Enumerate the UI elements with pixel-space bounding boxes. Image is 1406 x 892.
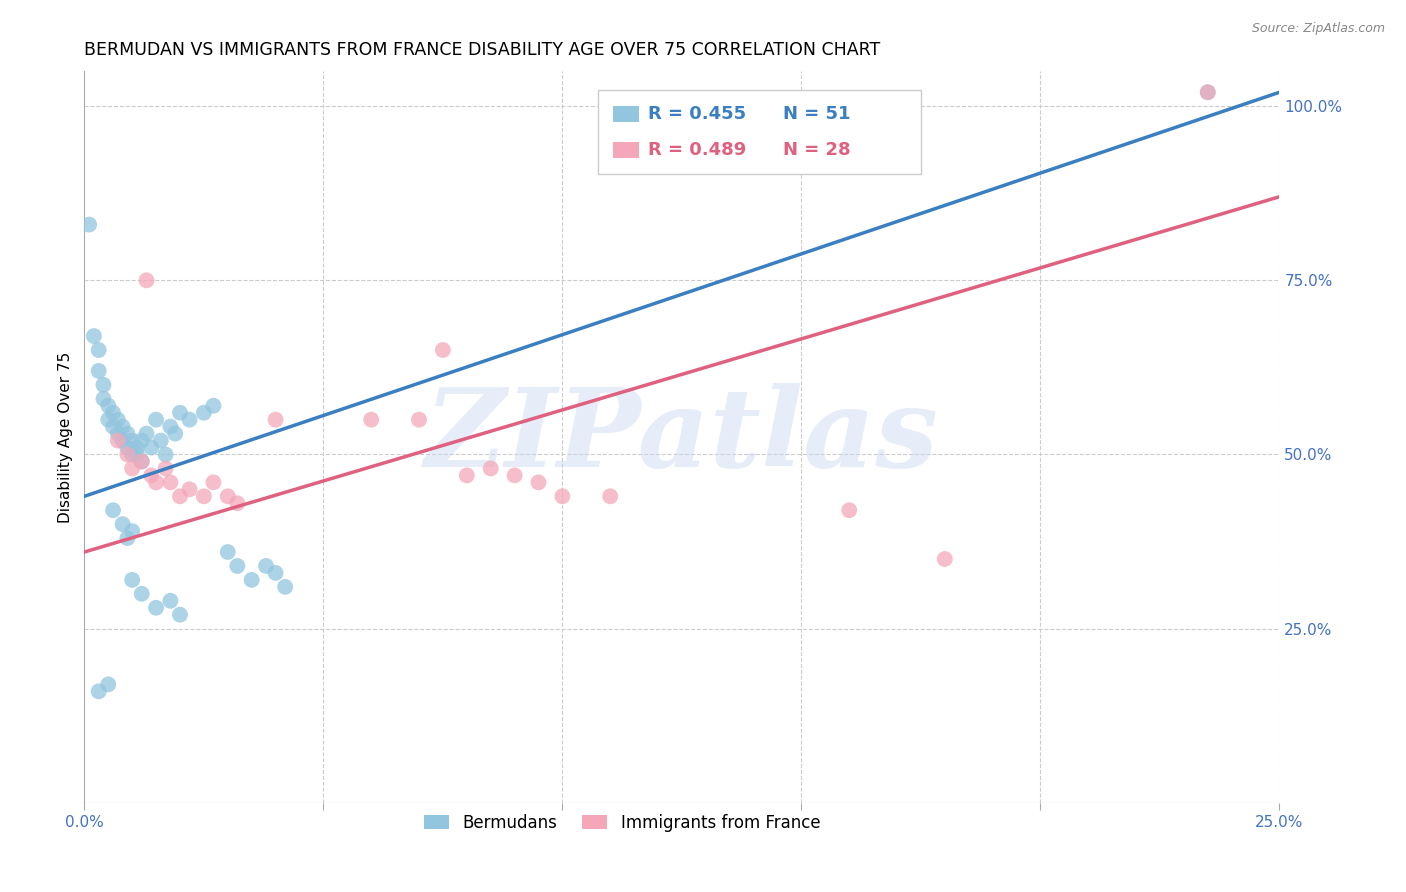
Point: [159, 475, 181, 490]
Point: [360, 412, 382, 426]
Point: [121, 461, 143, 475]
Point: [479, 461, 502, 475]
Point: [217, 545, 239, 559]
Point: [240, 573, 263, 587]
Point: [111, 434, 134, 448]
Text: ZIPatlas: ZIPatlas: [425, 384, 939, 491]
Point: [101, 406, 124, 420]
Point: [145, 412, 167, 426]
Point: [83, 329, 105, 343]
Point: [87, 343, 110, 357]
FancyBboxPatch shape: [599, 90, 921, 174]
Point: [456, 468, 478, 483]
Point: [111, 419, 134, 434]
Point: [131, 454, 153, 468]
Point: [202, 399, 225, 413]
Y-axis label: Disability Age Over 75: Disability Age Over 75: [58, 351, 73, 523]
Text: R = 0.489: R = 0.489: [648, 141, 747, 159]
Text: BERMUDAN VS IMMIGRANTS FROM FRANCE DISABILITY AGE OVER 75 CORRELATION CHART: BERMUDAN VS IMMIGRANTS FROM FRANCE DISAB…: [84, 41, 880, 59]
Point: [93, 377, 115, 392]
Point: [165, 426, 187, 441]
Bar: [613, 142, 638, 158]
Text: R = 0.455: R = 0.455: [648, 104, 747, 123]
Point: [117, 531, 139, 545]
Point: [408, 412, 430, 426]
Point: [432, 343, 454, 357]
Text: Source: ZipAtlas.com: Source: ZipAtlas.com: [1251, 22, 1385, 36]
Point: [97, 399, 120, 413]
Point: [202, 475, 225, 490]
Legend: Bermudans, Immigrants from France: Bermudans, Immigrants from France: [418, 807, 827, 838]
Point: [107, 434, 129, 448]
Point: [217, 489, 239, 503]
Point: [159, 419, 181, 434]
Point: [1197, 85, 1219, 99]
Point: [193, 406, 215, 420]
Point: [838, 503, 860, 517]
Point: [274, 580, 297, 594]
Point: [264, 566, 287, 580]
Bar: [613, 106, 638, 122]
Point: [141, 468, 163, 483]
Point: [121, 434, 143, 448]
Point: [117, 448, 139, 462]
Point: [111, 517, 134, 532]
Point: [145, 600, 167, 615]
Point: [77, 218, 100, 232]
Point: [169, 607, 191, 622]
Point: [264, 412, 287, 426]
Point: [107, 426, 129, 441]
Point: [101, 419, 124, 434]
Point: [159, 594, 181, 608]
Point: [121, 573, 143, 587]
Point: [145, 475, 167, 490]
Text: N = 28: N = 28: [783, 141, 851, 159]
Point: [193, 489, 215, 503]
Point: [527, 475, 550, 490]
Point: [117, 426, 139, 441]
Point: [87, 684, 110, 698]
Point: [1197, 85, 1219, 99]
Point: [135, 273, 157, 287]
Point: [93, 392, 115, 406]
Point: [934, 552, 956, 566]
Point: [121, 524, 143, 538]
Point: [131, 434, 153, 448]
Point: [107, 412, 129, 426]
Point: [503, 468, 526, 483]
Point: [121, 448, 143, 462]
Point: [179, 412, 201, 426]
Point: [179, 483, 201, 497]
Point: [169, 406, 191, 420]
Point: [97, 412, 120, 426]
Point: [101, 503, 124, 517]
Point: [155, 461, 177, 475]
Point: [97, 677, 120, 691]
Point: [254, 558, 277, 573]
Point: [141, 441, 163, 455]
Point: [131, 587, 153, 601]
Text: N = 51: N = 51: [783, 104, 851, 123]
Point: [135, 426, 157, 441]
Point: [226, 496, 249, 510]
Point: [155, 448, 177, 462]
Point: [131, 454, 153, 468]
Point: [125, 448, 148, 462]
Point: [87, 364, 110, 378]
Point: [149, 434, 172, 448]
Point: [599, 489, 621, 503]
Point: [125, 441, 148, 455]
Point: [551, 489, 574, 503]
Point: [117, 441, 139, 455]
Point: [226, 558, 249, 573]
Point: [169, 489, 191, 503]
